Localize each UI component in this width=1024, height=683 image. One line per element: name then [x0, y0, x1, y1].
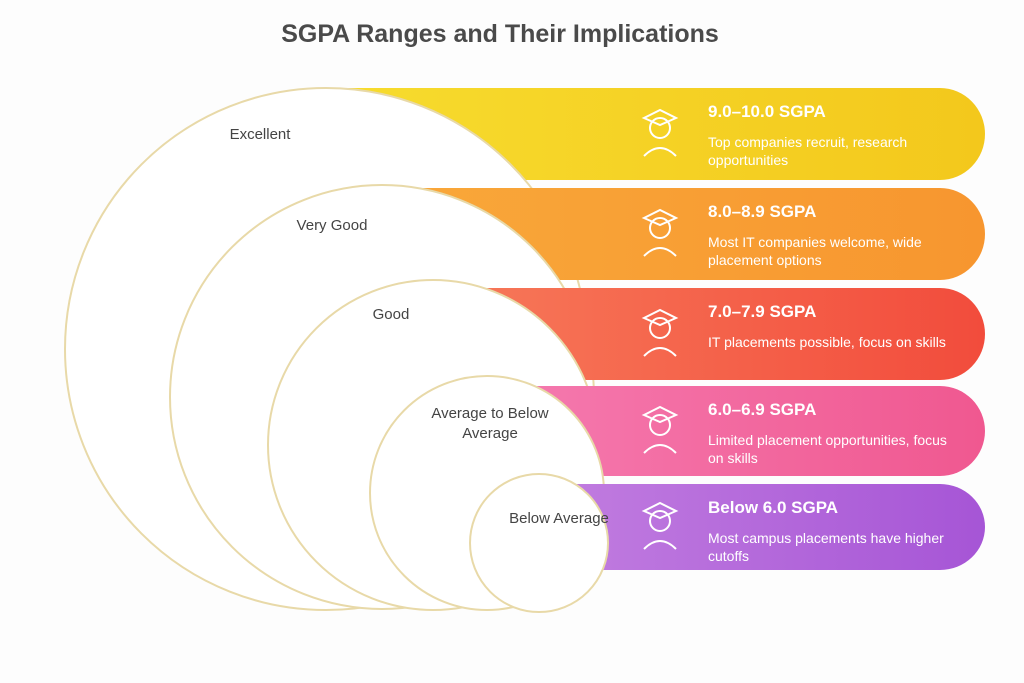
- range-description: Top companies recruit, research opportun…: [708, 134, 908, 168]
- range-title: 7.0–7.9 SGPA: [708, 302, 817, 321]
- range-title: 8.0–8.9 SGPA: [708, 202, 817, 221]
- icon-cap: [641, 308, 679, 327]
- band: [487, 386, 985, 476]
- icon-head: [649, 317, 671, 339]
- icon-body: [643, 147, 677, 157]
- ring-label: Below Average: [509, 510, 609, 527]
- icon-body: [643, 347, 677, 357]
- range-title: 6.0–6.9 SGPA: [708, 400, 817, 419]
- ring-label: Good: [372, 306, 410, 323]
- ring-label: Very Good: [296, 217, 368, 234]
- ring-label: Average to Below Average: [431, 405, 549, 442]
- icon-head: [649, 414, 671, 436]
- title: SGPA Ranges and Their Implications: [281, 20, 719, 48]
- icon-head: [649, 117, 671, 139]
- range-title: 9.0–10.0 SGPA: [708, 102, 826, 121]
- icon-cap: [641, 501, 679, 520]
- band: [539, 484, 985, 570]
- ring-label: Excellent: [229, 126, 291, 143]
- icon-cap: [641, 208, 679, 227]
- range-description: IT placements possible, focus on skills: [708, 334, 946, 350]
- icon-cap: [641, 405, 679, 424]
- range-description: Most IT companies welcome, wide placemen…: [708, 234, 922, 268]
- icon-head: [649, 217, 671, 239]
- icon-body: [643, 444, 677, 454]
- icon-body: [643, 247, 677, 257]
- range-description: Limited placement opportunities, focus o…: [708, 432, 947, 466]
- range-title: Below 6.0 SGPA: [708, 498, 839, 517]
- icon-body: [643, 540, 677, 550]
- ring: [469, 473, 609, 613]
- range-description: Most campus placements have higher cutof…: [708, 530, 944, 564]
- icon-head: [649, 510, 671, 532]
- icon-cap: [641, 108, 679, 127]
